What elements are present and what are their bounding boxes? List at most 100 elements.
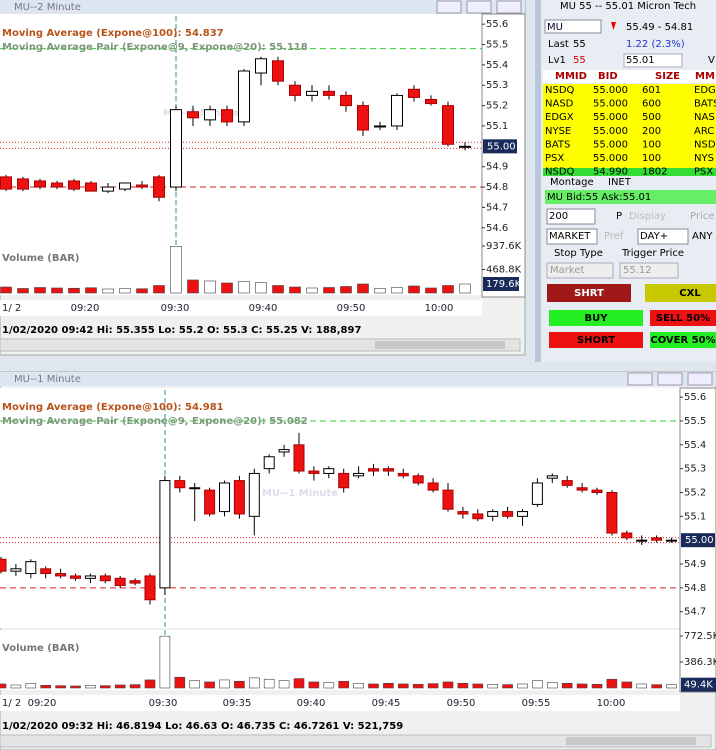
y-tick-label: 55.6 — [486, 19, 508, 30]
candle-body — [457, 511, 469, 515]
x-tick-label: 09:35 — [223, 698, 252, 709]
candle-body — [238, 70, 250, 123]
panel-text: 1.22 (2.3%) — [626, 39, 685, 50]
order-type-box[interactable] — [546, 228, 598, 245]
panel-text: 55 — [573, 55, 586, 66]
button-label[interactable]: BUY — [585, 313, 609, 324]
volume-bar — [383, 682, 394, 689]
study-label: Moving Average Pair (Expone@9, Expone@20… — [2, 416, 308, 427]
panel-text: Trigger Price — [621, 248, 684, 259]
volume-bar — [10, 684, 22, 689]
candle-body — [427, 482, 439, 491]
book-cell: 55.000 — [593, 112, 628, 123]
btn-bg[interactable] — [650, 332, 716, 348]
volume-bar — [576, 683, 588, 689]
panel-text: DAY+ — [640, 231, 668, 242]
plot-bg — [0, 14, 482, 242]
volume-bar — [532, 680, 543, 689]
vol-tick-label: 772.5K — [684, 631, 716, 642]
y-tick-label: 54.9 — [684, 559, 706, 570]
watermark: MU--2 Minute — [163, 108, 239, 119]
window-button[interactable] — [436, 0, 462, 14]
volume-bar — [25, 682, 37, 689]
panel-text: Montage — [550, 177, 594, 188]
button-label[interactable]: SHORT — [577, 335, 615, 346]
book-cell: 100 — [642, 153, 661, 164]
window-button[interactable] — [657, 372, 683, 386]
volume-bar — [55, 685, 66, 689]
status-line: 1/02/2020 09:42 Hi: 55.355 Lo: 55.2 O: 5… — [2, 325, 361, 336]
candle-body — [323, 90, 335, 96]
tif-box[interactable] — [637, 228, 689, 245]
page-tab[interactable]: 1/ 2 — [2, 303, 21, 314]
volume-bar — [323, 682, 335, 689]
status-line: 1/02/2020 09:32 Hi: 46.8194 Lo: 46.63 O:… — [2, 721, 403, 732]
scroll-thumb[interactable] — [566, 737, 696, 745]
book-cell: 1802 — [642, 167, 667, 178]
volume-bar — [591, 683, 603, 689]
page-tab[interactable]: 1/ 2 — [2, 698, 21, 709]
book-cell: EDG — [694, 85, 716, 96]
y-tick-label: 55.5 — [684, 416, 706, 427]
y-tick-label: 54.8 — [486, 182, 508, 193]
y-tick-label: 54.7 — [486, 202, 508, 213]
candle-body — [170, 109, 182, 188]
candle-body — [606, 492, 618, 534]
scroll-thumb[interactable] — [375, 341, 505, 349]
book-cell: 55.000 — [593, 153, 628, 164]
volume-bar — [100, 685, 111, 689]
candle-body — [34, 180, 46, 188]
btn-bg[interactable] — [549, 310, 643, 326]
btn-bg[interactable] — [645, 284, 716, 302]
button-label[interactable]: SELL 50% — [656, 313, 710, 324]
panel-text: Lv1 — [548, 55, 566, 66]
y-tick-label: 54.6 — [486, 223, 508, 234]
symbol-box[interactable] — [544, 19, 602, 34]
volume-bar — [606, 678, 618, 689]
window-button[interactable] — [627, 372, 653, 386]
stop-box[interactable] — [546, 262, 614, 279]
volume-bar — [136, 288, 148, 294]
x-tick-label: 09:50 — [337, 303, 366, 314]
window-button[interactable] — [687, 372, 713, 386]
x-tick-label: 09:40 — [297, 698, 326, 709]
y-tick-label: 55.5 — [486, 40, 508, 51]
volume-bar — [0, 286, 12, 294]
window-title: MU--1 Minute — [14, 374, 81, 385]
book-cell: 600 — [642, 99, 661, 110]
button-label[interactable]: COVER 50% — [650, 335, 715, 346]
volume-bar — [85, 287, 97, 294]
last-volume-box — [681, 677, 716, 692]
book-header: BID — [598, 71, 618, 82]
candle-body — [368, 468, 379, 472]
btn-bg[interactable] — [549, 332, 643, 348]
candle-body — [84, 575, 96, 579]
last-volume-label: 179.6K — [486, 279, 522, 290]
window-button[interactable] — [466, 0, 492, 14]
button-label[interactable]: CXL — [679, 288, 701, 299]
candle-body — [397, 472, 409, 477]
volume-bar — [472, 683, 484, 689]
volume-bar — [502, 684, 513, 689]
x-tick-label: 09:20 — [28, 698, 57, 709]
trigger-box[interactable] — [619, 262, 679, 279]
x-tick-label: 09:30 — [149, 698, 178, 709]
candle-body — [55, 573, 67, 577]
button-label[interactable]: SHRT — [574, 288, 604, 299]
qty-box[interactable] — [546, 208, 596, 225]
volume-bar — [391, 287, 403, 294]
btn-bg[interactable] — [547, 284, 631, 302]
last-volume-box — [483, 276, 519, 291]
volume-bar — [621, 681, 633, 689]
volume-bar — [187, 279, 199, 294]
panel-text: ANY — [692, 231, 713, 242]
candle-body — [308, 470, 320, 474]
volume-bar — [306, 287, 318, 294]
scrollbar[interactable] — [0, 734, 712, 748]
candle-body — [408, 88, 420, 98]
window-button[interactable] — [496, 0, 522, 14]
volume-bar — [412, 683, 424, 689]
candle-body — [119, 182, 131, 190]
btn-bg[interactable] — [650, 310, 716, 326]
